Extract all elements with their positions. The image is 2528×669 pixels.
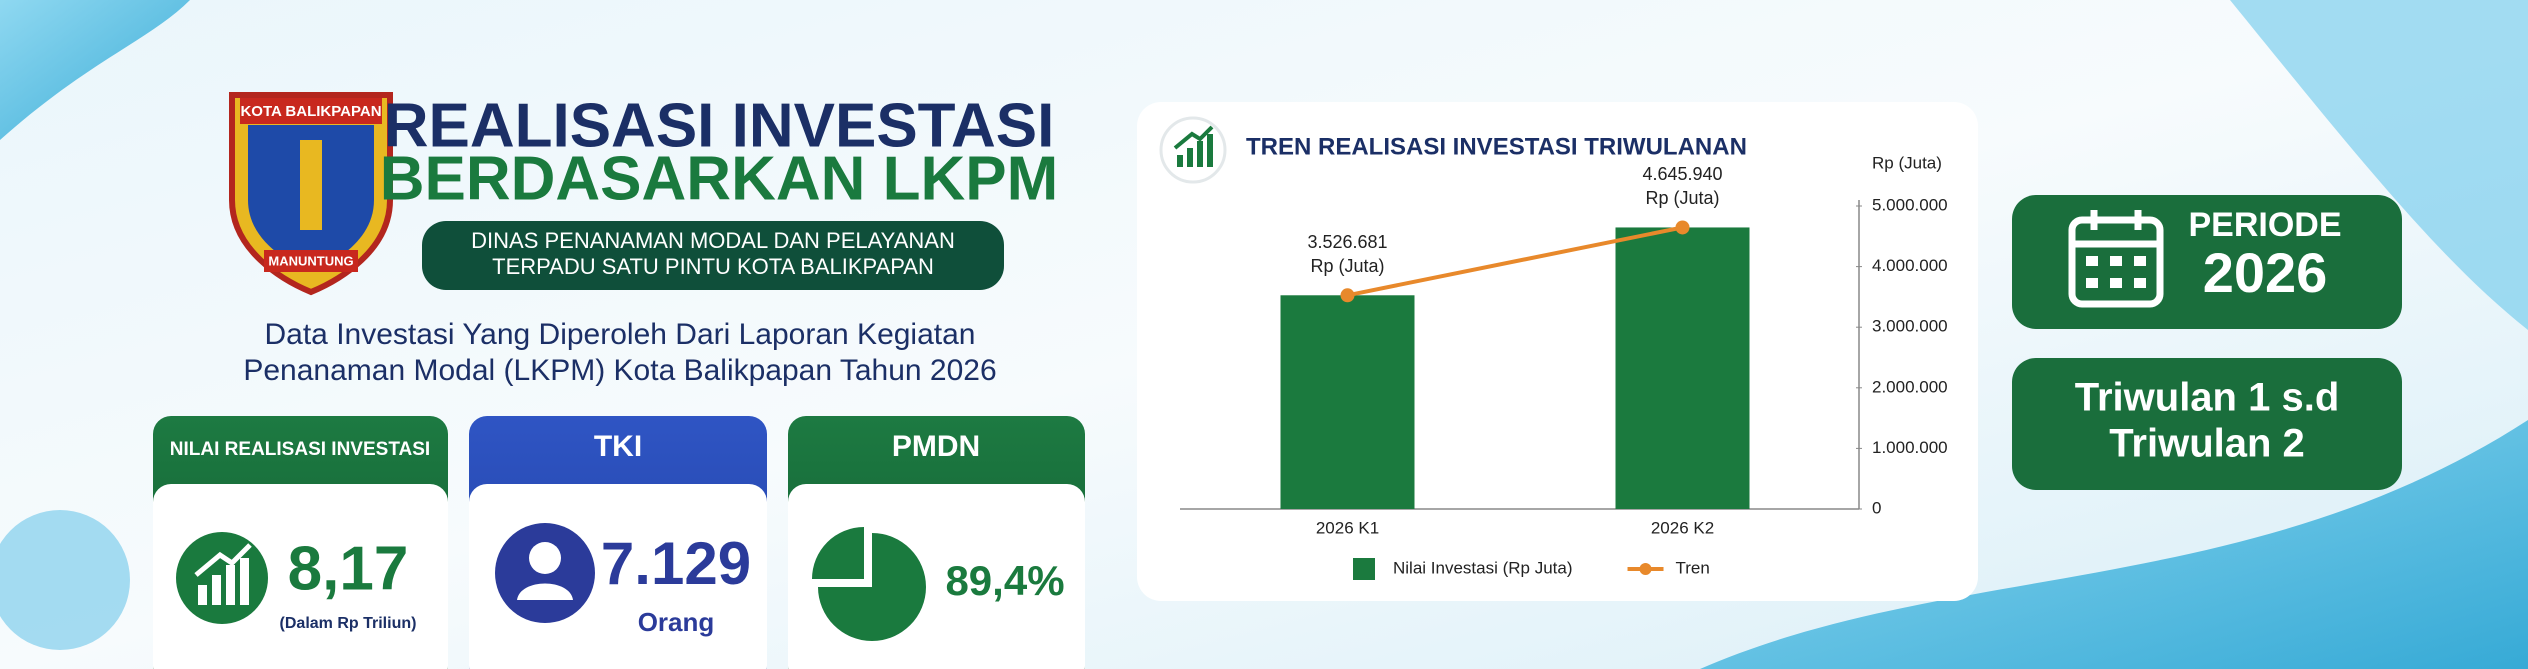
y-tick-label: 5.000.000 — [1872, 195, 1948, 214]
card-unit: (Dalam Rp Triliun) — [280, 615, 417, 632]
growth-icon — [176, 532, 268, 624]
flower-decoration — [0, 510, 130, 650]
logo-text: MANUNTUNG — [268, 253, 353, 268]
period-range: Triwulan 2 — [2109, 422, 2305, 466]
description: Data Investasi Yang Diperoleh Dari Lapor… — [264, 318, 975, 351]
data-label: 3.526.681 — [1307, 232, 1387, 252]
silk-decoration — [0, 0, 190, 140]
y-tick-label: 2.000.000 — [1872, 377, 1948, 396]
pie-icon — [812, 527, 926, 641]
legend-label: Tren — [1676, 558, 1710, 577]
data-label: 4.645.940 — [1642, 164, 1722, 184]
silk-decoration — [1700, 420, 2528, 669]
card-unit: Orang — [638, 607, 715, 637]
period-range: Triwulan 1 s.d — [2075, 376, 2340, 420]
logo-text: KOTA BALIKPAPAN — [240, 103, 381, 120]
period-box — [2012, 358, 2402, 490]
flower-decoration — [2230, 0, 2528, 330]
subtitle: DINAS PENANAMAN MODAL DAN PELAYANAN — [471, 228, 955, 253]
trend-point — [1340, 288, 1355, 303]
period-year: 2026 — [2203, 241, 2328, 304]
chart-title: TREN REALISASI INVESTASI TRIWULANAN — [1246, 133, 1747, 160]
x-tick-label: 2026 K2 — [1651, 518, 1714, 537]
trend-point — [1675, 220, 1690, 235]
chart-icon — [1173, 125, 1214, 167]
y-axis-label: Rp (Juta) — [1872, 153, 1942, 172]
description: Penanaman Modal (LKPM) Kota Balikpapan T… — [243, 354, 996, 387]
legend-swatch — [1353, 558, 1375, 580]
chart-panel — [1137, 102, 1978, 601]
bar — [1615, 227, 1750, 509]
title: BERDASARKAN LKPM — [380, 144, 1059, 213]
card-title: TKI — [594, 430, 642, 463]
logo: KOTA BALIKPAPAN MANUNTUNG — [229, 92, 393, 296]
card-value: 7.129 — [601, 530, 751, 597]
y-tick-label: 3.000.000 — [1872, 317, 1948, 336]
subtitle-pill — [422, 221, 1004, 290]
card-title: NILAI REALISASI INVESTASI — [170, 439, 430, 460]
y-tick-label: 0 — [1872, 498, 1881, 517]
subtitle: TERPADU SATU PINTU KOTA BALIKPAPAN — [492, 254, 934, 279]
x-tick-label: 2026 K1 — [1316, 518, 1379, 537]
y-tick-label: 1.000.000 — [1872, 438, 1948, 457]
period-box — [2012, 195, 2402, 329]
y-tick-label: 4.000.000 — [1872, 256, 1948, 275]
bar — [1280, 295, 1415, 509]
data-label-unit: Rp (Juta) — [1645, 188, 1719, 208]
calendar-icon — [2068, 210, 2164, 308]
card-value: 8,17 — [288, 534, 409, 603]
card-title: PMDN — [892, 430, 980, 463]
card-value: 89,4% — [945, 557, 1064, 604]
title: REALISASI INVESTASI — [384, 91, 1055, 160]
trend-line — [1347, 225, 1683, 298]
person-icon — [495, 523, 595, 623]
period-label: PERIODE — [2188, 206, 2341, 244]
legend-swatch — [1639, 563, 1652, 575]
legend-label: Nilai Investasi (Rp Juta) — [1393, 558, 1573, 577]
data-label-unit: Rp (Juta) — [1310, 256, 1384, 276]
